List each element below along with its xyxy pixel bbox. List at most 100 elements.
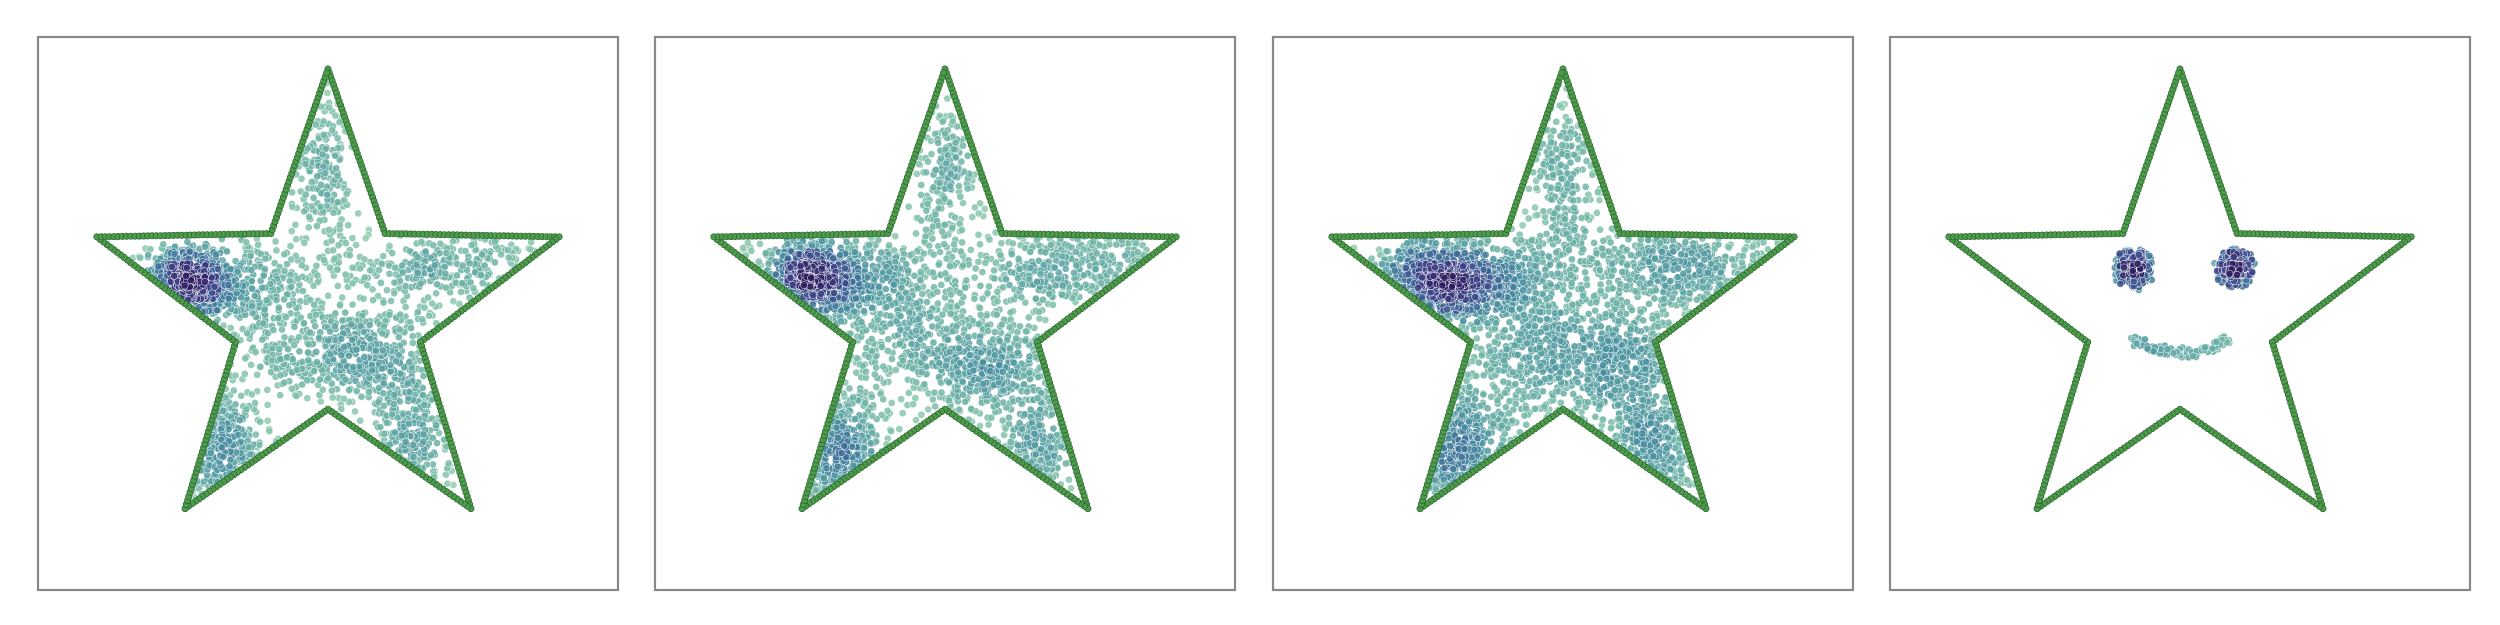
data-point	[222, 393, 230, 402]
data-point	[940, 221, 949, 229]
data-point	[235, 416, 244, 425]
data-point	[226, 324, 235, 332]
data-point	[874, 283, 883, 292]
data-point	[301, 160, 310, 168]
data-point	[984, 420, 993, 429]
data-point	[929, 268, 937, 277]
data-point	[1050, 263, 1059, 272]
data-point	[929, 183, 938, 192]
data-point	[275, 345, 284, 353]
data-point	[958, 226, 966, 234]
data-point	[1032, 294, 1040, 303]
data-point	[896, 312, 905, 321]
data-point	[1036, 456, 1045, 465]
data-point	[928, 322, 937, 331]
data-point	[348, 279, 357, 288]
data-point	[931, 210, 940, 219]
data-point	[981, 259, 990, 267]
data-point	[319, 130, 328, 139]
data-point	[412, 260, 421, 269]
data-point	[420, 303, 429, 312]
data-point	[1065, 475, 1073, 484]
data-point	[938, 117, 947, 126]
data-point	[993, 287, 1002, 296]
sample-points	[129, 79, 538, 502]
data-point	[385, 269, 394, 278]
data-point	[340, 342, 349, 351]
data-point	[904, 294, 913, 303]
data-point	[850, 307, 859, 316]
data-point	[310, 300, 318, 309]
data-point	[993, 297, 1002, 306]
data-point	[336, 301, 344, 310]
data-point	[1014, 255, 1023, 263]
data-point	[259, 271, 268, 280]
data-point	[351, 376, 360, 385]
data-point	[1018, 280, 1026, 289]
data-point	[168, 263, 177, 271]
data-point	[170, 271, 179, 280]
data-point	[349, 363, 358, 371]
data-point	[946, 262, 954, 271]
data-point	[348, 234, 357, 242]
data-point	[340, 395, 348, 403]
data-point	[313, 358, 321, 366]
data-point	[441, 269, 450, 278]
data-point	[283, 290, 292, 299]
data-point	[1005, 281, 1014, 289]
data-point	[913, 170, 921, 178]
data-point	[290, 323, 299, 331]
data-point	[912, 326, 920, 335]
data-point	[276, 391, 284, 400]
data-point	[945, 347, 954, 356]
data-point	[935, 179, 944, 187]
data-point	[877, 343, 886, 351]
data-point	[920, 380, 929, 389]
data-point	[323, 190, 332, 199]
data-point	[325, 103, 334, 112]
data-point	[374, 398, 383, 407]
data-point	[1051, 281, 1060, 290]
data-point	[329, 208, 338, 217]
data-point	[298, 261, 306, 270]
data-point	[288, 355, 297, 364]
data-point	[183, 238, 192, 246]
data-point	[378, 329, 387, 338]
data-point	[288, 188, 296, 197]
data-point	[992, 310, 1001, 319]
data-point	[246, 450, 255, 459]
data-point	[320, 256, 328, 264]
data-point	[290, 341, 298, 350]
data-point	[1079, 271, 1088, 280]
data-point	[348, 263, 357, 272]
data-point	[419, 437, 428, 446]
data-point	[958, 378, 967, 386]
data-point	[1049, 424, 1058, 433]
data-point	[328, 393, 337, 402]
data-point	[248, 390, 256, 399]
data-point	[895, 425, 904, 433]
data-point	[1026, 248, 1035, 256]
data-point	[333, 265, 342, 274]
data-point	[360, 353, 369, 361]
data-point	[326, 263, 334, 272]
data-point	[256, 362, 265, 371]
data-point	[279, 340, 288, 348]
data-point	[1041, 248, 1050, 257]
data-point	[359, 294, 368, 303]
data-point	[837, 317, 845, 326]
data-point	[265, 427, 274, 436]
data-point	[478, 250, 486, 259]
data-point	[976, 310, 985, 319]
data-point	[237, 391, 246, 400]
data-point	[328, 386, 336, 395]
data-point	[341, 375, 350, 384]
data-point	[1030, 429, 1039, 438]
data-point	[891, 232, 900, 241]
data-point	[352, 241, 360, 249]
data-point	[385, 242, 394, 250]
data-point	[334, 241, 343, 250]
data-point	[282, 313, 290, 322]
data-point	[419, 391, 427, 399]
data-point	[295, 347, 304, 356]
